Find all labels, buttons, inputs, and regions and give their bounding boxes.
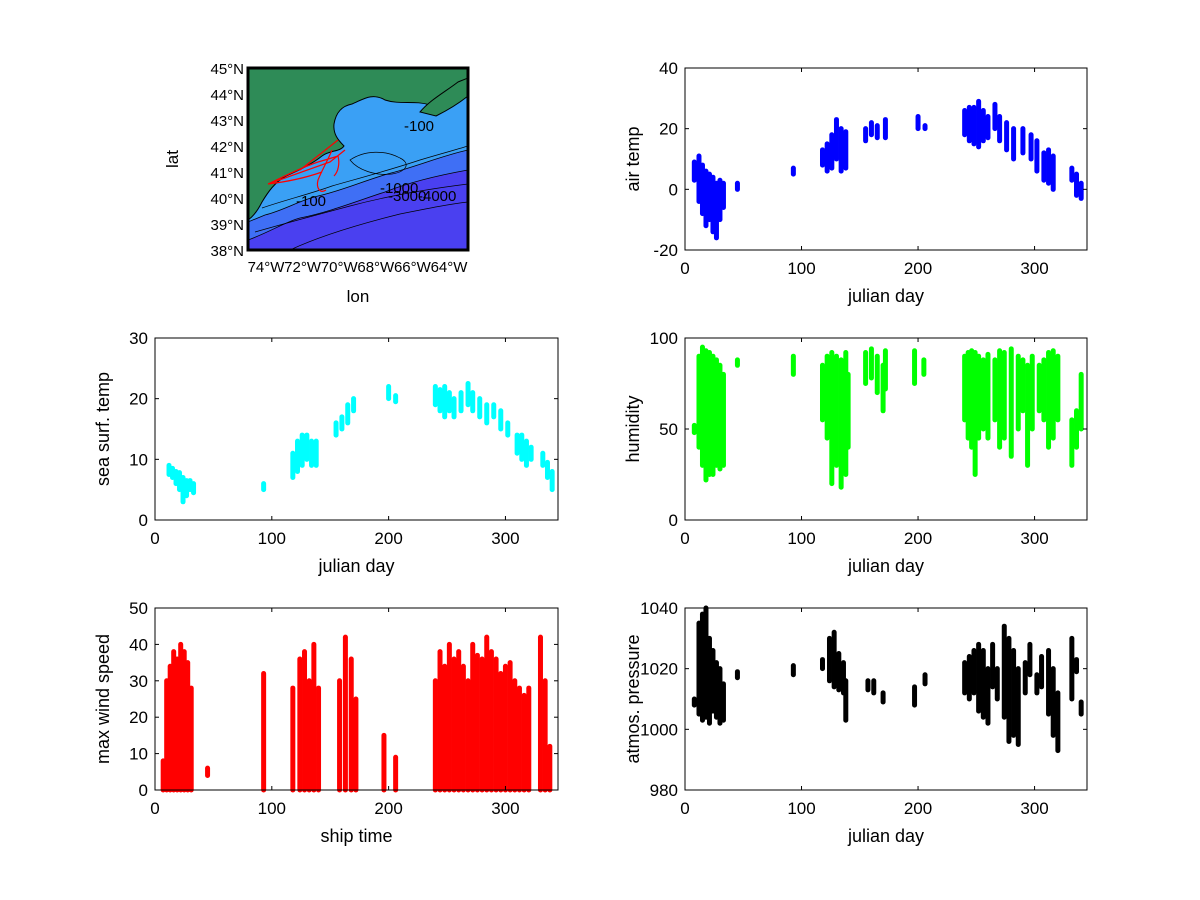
- y-tick-label: 10: [129, 745, 148, 764]
- x-tick-label: 300: [1020, 799, 1048, 818]
- map-lat-tick-label: 45°N: [210, 61, 244, 78]
- plot-area: [685, 608, 1087, 790]
- axes-frame: [154, 607, 559, 791]
- y-tick-label: 980: [650, 781, 678, 800]
- y-tick-label: 0: [669, 511, 678, 530]
- x-tick-label: 300: [1020, 259, 1048, 278]
- map-frame: [246, 66, 470, 252]
- y-tick-label: 50: [659, 420, 678, 439]
- y-tick-label: 1000: [640, 720, 678, 739]
- plot-area: [685, 68, 1087, 250]
- map-lat-tick-label: 43°N: [210, 113, 244, 130]
- x-tick-label: 200: [904, 259, 932, 278]
- x-axis-label: julian day: [317, 556, 394, 576]
- x-tick-label: 200: [904, 529, 932, 548]
- scatter-chart-3: 0 100 200 300 0 50 100 julian day humidity: [623, 329, 1088, 576]
- y-tick-label: 30: [129, 672, 148, 691]
- x-tick-label: 300: [491, 799, 519, 818]
- bathymetry-map: -100 -100 -1000 -3000 -4000 38°N 39°N 40°N…: [163, 61, 470, 306]
- x-tick-label: 100: [787, 529, 815, 548]
- x-tick-label: 0: [680, 529, 689, 548]
- contour-line: [289, 201, 468, 250]
- y-tick-label: 10: [129, 450, 148, 469]
- y-axis-label: air temp: [623, 126, 643, 191]
- axes-frame: [684, 67, 1088, 251]
- contour-label: -100: [296, 193, 326, 210]
- y-tick-label: 20: [129, 708, 148, 727]
- x-tick-label: 300: [491, 529, 519, 548]
- y-tick-label: -20: [653, 241, 678, 260]
- x-axis-label: ship time: [320, 826, 392, 846]
- ship-track: [267, 139, 346, 192]
- x-axis-label: julian day: [847, 826, 924, 846]
- y-tick-label: 40: [659, 59, 678, 78]
- y-axis-label: max wind speed: [93, 634, 113, 764]
- map-lon-tick-label: 74°W: [248, 259, 286, 276]
- axes-frame: [154, 337, 559, 521]
- x-tick-label: 0: [680, 259, 689, 278]
- y-tick-label: 40: [129, 635, 148, 654]
- contour-label: -1000: [380, 180, 418, 197]
- x-tick-label: 300: [1020, 529, 1048, 548]
- y-axis-label: humidity: [623, 395, 643, 462]
- x-tick-label: 100: [787, 259, 815, 278]
- map-lon-tick-label: 64°W: [431, 259, 469, 276]
- x-tick-label: 0: [150, 799, 159, 818]
- contour-line: [261, 145, 468, 209]
- y-axis-label: atmos. pressure: [623, 634, 643, 763]
- map-lat-tick-label: 41°N: [210, 165, 244, 182]
- y-tick-label: 0: [139, 511, 148, 530]
- x-tick-label: 200: [904, 799, 932, 818]
- x-axis-label: julian day: [847, 556, 924, 576]
- y-tick-label: 30: [129, 329, 148, 348]
- map-lat-tick-label: 40°N: [210, 191, 244, 208]
- x-tick-label: 100: [258, 799, 286, 818]
- map-lon-tick-label: 72°W: [284, 259, 322, 276]
- contour-label: -100: [404, 118, 434, 135]
- x-tick-label: 0: [680, 799, 689, 818]
- land-region: [248, 68, 468, 221]
- x-tick-label: 200: [374, 799, 402, 818]
- y-tick-label: 1040: [640, 599, 678, 618]
- map-lat-tick-label: 42°N: [210, 139, 244, 156]
- x-tick-label: 100: [258, 529, 286, 548]
- map-lat-tick-label: 39°N: [210, 217, 244, 234]
- axes-frame: [684, 607, 1088, 791]
- map-lat-tick-label: 38°N: [210, 243, 244, 260]
- x-tick-label: 0: [150, 529, 159, 548]
- map-lat-tick-label: 44°N: [210, 87, 244, 104]
- x-tick-label: 200: [374, 529, 402, 548]
- y-tick-label: 20: [659, 120, 678, 139]
- map-ylabel: lat: [163, 150, 182, 168]
- map-lon-tick-label: 70°W: [321, 259, 359, 276]
- plot-area: [155, 338, 558, 520]
- scatter-chart-4: 0 100 200 300 0 10 20 30 40 50 ship time max wind s…: [93, 599, 559, 846]
- y-tick-label: 1020: [640, 660, 678, 679]
- y-tick-label: 50: [129, 599, 148, 618]
- contour-label: -3000: [388, 188, 426, 205]
- y-tick-label: 0: [139, 781, 148, 800]
- contour-line: [349, 151, 407, 175]
- contour-line: [254, 183, 468, 233]
- map-lon-tick-label: 68°W: [357, 259, 395, 276]
- scatter-chart-5: 0 100 200 300 980 1000 1020 1040 julian day atmos…: [623, 599, 1088, 846]
- y-axis-label: sea surf. temp: [93, 372, 113, 486]
- map-xlabel: lon: [347, 287, 370, 306]
- y-tick-label: 20: [129, 390, 148, 409]
- x-tick-label: 100: [787, 799, 815, 818]
- y-tick-label: 0: [669, 180, 678, 199]
- map-lon-tick-label: 66°W: [394, 259, 432, 276]
- scatter-chart-2: 0 100 200 300 0 10 20 30 julian day sea surf. tem…: [93, 329, 559, 576]
- nova-scotia-land: [419, 77, 468, 117]
- x-axis-label: julian day: [847, 286, 924, 306]
- y-tick-label: 100: [650, 329, 678, 348]
- contour-label: -4000: [418, 188, 456, 205]
